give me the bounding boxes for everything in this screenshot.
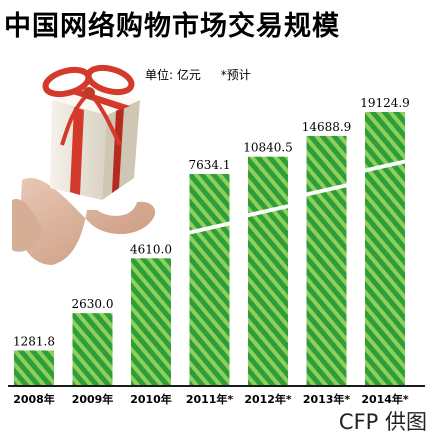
value-label-6: 19124.9: [360, 96, 410, 110]
bow-loop-right: [85, 64, 135, 96]
bar-4: [248, 156, 288, 386]
category-label-4: 2012年*: [244, 392, 292, 406]
unit-label: 单位: 亿元: [145, 68, 201, 82]
axis-break-mark: [304, 182, 349, 197]
value-label-2: 4610.0: [130, 242, 172, 256]
value-label-4: 10840.5: [243, 141, 293, 155]
bar-1: [72, 313, 113, 386]
value-label-3: 7634.1: [189, 158, 231, 172]
bar-6: [365, 112, 405, 386]
category-label-1: 2009年: [72, 392, 114, 406]
gift-in-hand-illustration: [12, 64, 156, 265]
category-label-6: 2014年*: [361, 392, 409, 406]
category-label-3: 2011年*: [186, 392, 234, 406]
legend: 单位: 亿元 *预计: [145, 66, 267, 83]
value-label-5: 14688.9: [302, 120, 352, 134]
axis-break-mark: [246, 203, 290, 218]
bar-2: [131, 258, 171, 386]
chart-title: 中国网络购物市场交易规模: [4, 11, 340, 42]
category-label-2: 2010年: [130, 392, 172, 406]
bar-3: [189, 174, 230, 386]
bar-5: [306, 135, 347, 386]
category-label-5: 2013年*: [303, 392, 351, 406]
value-label-1: 2630.0: [72, 297, 114, 311]
axis-break-mark: [187, 221, 232, 235]
photo-credit: CFP 供图: [338, 410, 427, 434]
estimate-note: *预计: [220, 68, 251, 82]
hand-shape: [19, 178, 156, 265]
axis-break-mark: [363, 159, 407, 173]
category-label-0: 2008年: [13, 392, 55, 406]
bar-0: [14, 350, 54, 386]
value-label-0: 1281.8: [13, 334, 55, 348]
